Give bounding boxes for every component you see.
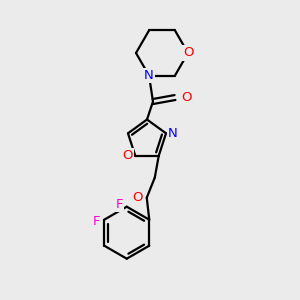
Text: N: N: [168, 127, 178, 140]
Text: O: O: [132, 191, 143, 204]
Text: O: O: [181, 91, 191, 104]
Text: F: F: [115, 198, 123, 211]
Text: O: O: [183, 46, 193, 59]
Text: N: N: [144, 69, 154, 82]
Text: O: O: [123, 149, 133, 162]
Text: F: F: [93, 215, 100, 228]
